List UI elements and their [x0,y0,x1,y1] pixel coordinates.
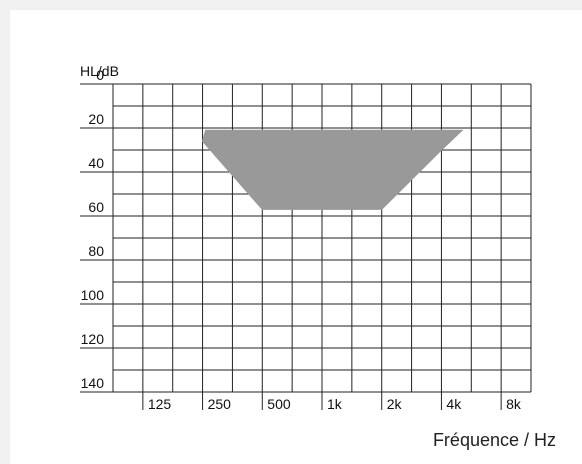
x-tick-label: 500 [267,396,291,412]
x-axis-ticks: 125 250 500 1k 2k 4k 8k [142,392,522,412]
x-axis-label: Fréquence / Hz [433,430,556,450]
x-tick-label: 4k [446,396,462,412]
y-tick-label: 40 [88,155,104,171]
x-tick-label: 1k [327,396,343,412]
x-tick-label: 2k [387,396,403,412]
x-tick-label: 125 [148,396,172,412]
y-tick-label: 120 [81,331,105,347]
y-tick-label: 80 [88,243,104,259]
y-axis-ticks: 0 20 40 60 80 100 120 140 [80,67,113,393]
y-axis-label: HL/dB [80,63,119,79]
y-tick-label: 140 [81,375,105,391]
y-tick-label: 100 [81,287,105,303]
x-tick-label: 250 [208,396,232,412]
x-tick-label: 8k [506,396,522,412]
y-tick-label: 60 [88,199,104,215]
y-tick-label: 0 [96,67,104,83]
hearing-loss-polygon [202,129,464,210]
chart-panel [10,10,582,464]
y-tick-label: 20 [88,111,104,127]
hearing-loss-area [202,129,464,210]
